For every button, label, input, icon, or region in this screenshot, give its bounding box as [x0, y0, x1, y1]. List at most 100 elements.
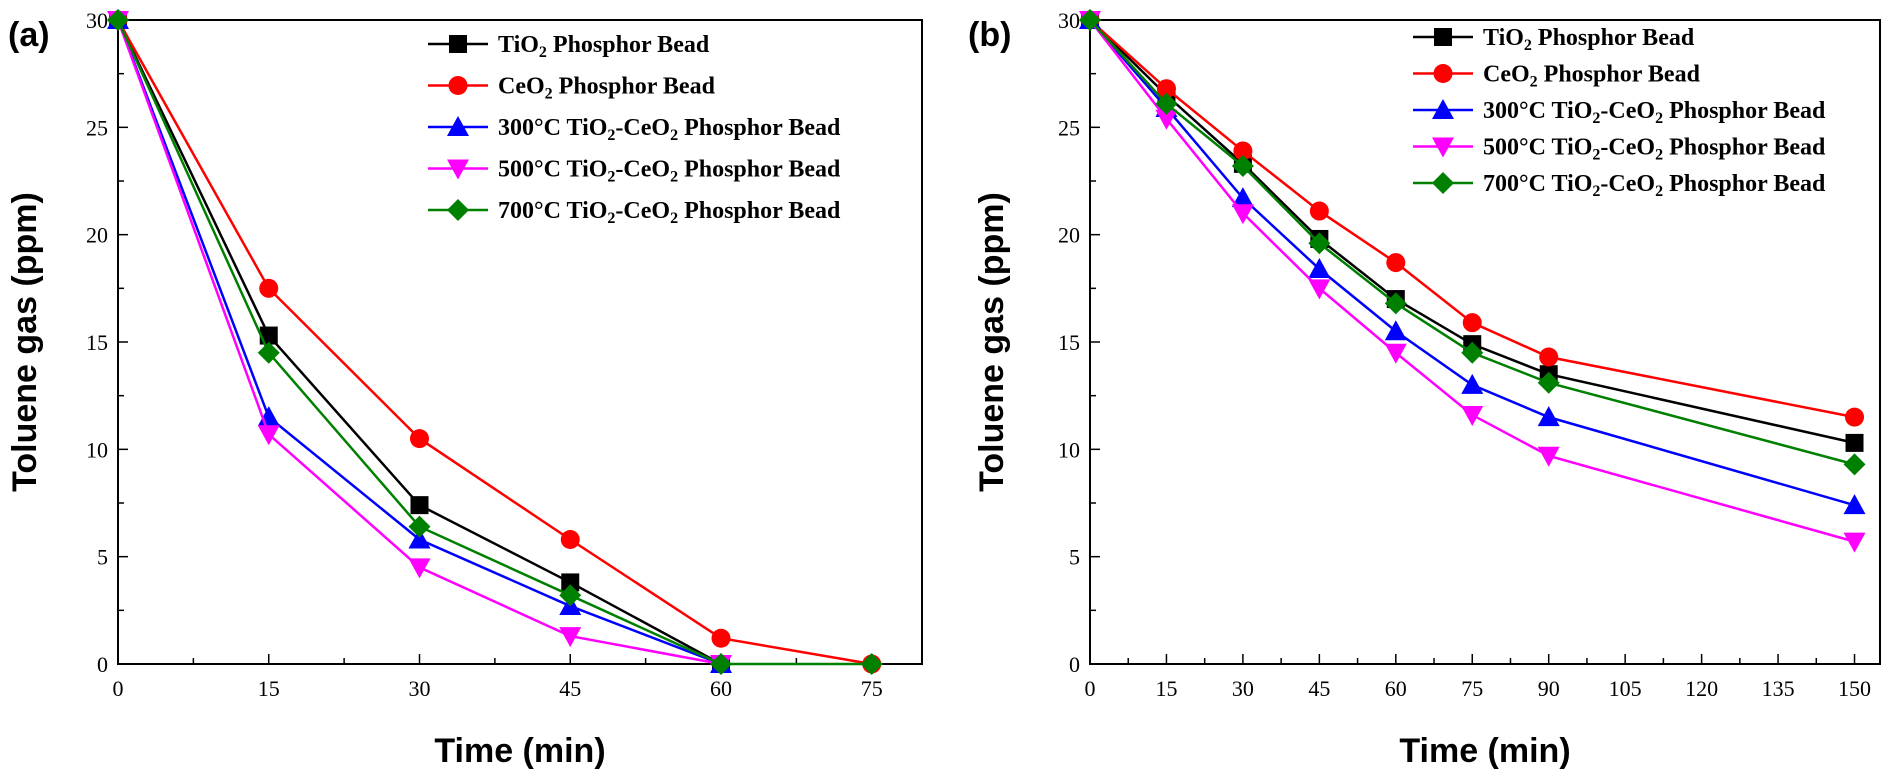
data-point — [559, 584, 582, 607]
data-point — [1537, 406, 1560, 427]
data-point — [410, 429, 429, 449]
legend-label: 700°C TiO2-CeO2 Phosphor Bead — [1483, 171, 1826, 200]
data-point — [1308, 258, 1331, 279]
data-point — [1843, 532, 1866, 553]
data-point — [1462, 313, 1482, 333]
data-point — [1537, 446, 1560, 467]
data-point — [559, 627, 582, 648]
x-axis-title: Time (min) — [1399, 732, 1570, 770]
data-point — [408, 558, 431, 579]
series-700c-tio2-ceo2-phosphor-bead — [107, 9, 883, 675]
series-line — [116, 19, 872, 666]
legend-entry: 300°C TiO2-CeO2 Phosphor Bead — [428, 115, 841, 144]
data-point — [1155, 92, 1178, 115]
legend-marker — [449, 35, 467, 53]
data-point — [1461, 341, 1484, 364]
data-point — [1384, 343, 1407, 364]
y-tick-label: 0 — [97, 652, 108, 677]
data-point — [257, 425, 280, 446]
data-point — [1308, 232, 1331, 255]
data-point — [1386, 253, 1406, 273]
legend-entry: 500°C TiO2-CeO2 Phosphor Bead — [428, 157, 841, 185]
y-tick-label: 15 — [86, 330, 108, 355]
y-tick-label: 5 — [97, 545, 108, 570]
legend-marker — [1432, 172, 1454, 194]
series-500c-tio2-ceo2-phosphor-bead — [1079, 11, 1866, 553]
data-point — [1156, 79, 1176, 99]
data-point — [1845, 433, 1864, 452]
legend-label: 700°C TiO2-CeO2 Phosphor Bead — [498, 198, 841, 227]
legend-label: 300°C TiO2-CeO2 Phosphor Bead — [1483, 98, 1826, 127]
data-point — [1308, 279, 1331, 300]
series-500c-tio2-ceo2-phosphor-bead — [107, 11, 732, 675]
data-point — [1231, 204, 1254, 225]
y-tick-label: 10 — [1058, 437, 1080, 462]
legend-label: TiO2 Phosphor Bead — [1483, 25, 1695, 54]
x-tick-label: 60 — [1385, 676, 1407, 701]
data-point — [560, 529, 580, 549]
y-tick-label: 30 — [1058, 8, 1080, 33]
legend: TiO2 Phosphor Bead CeO2 Phosphor Bead 300°… — [428, 32, 841, 227]
x-tick-label: 90 — [1538, 676, 1560, 701]
data-point — [1843, 494, 1866, 515]
data-point — [410, 496, 429, 515]
data-point — [1843, 453, 1866, 476]
data-point — [259, 278, 279, 298]
series-300c-tio2-ceo2-phosphor-bead — [1079, 9, 1866, 515]
legend-marker — [447, 199, 469, 221]
series-line — [116, 19, 872, 666]
x-tick-label: 15 — [1155, 676, 1177, 701]
x-tick-label: 30 — [1232, 676, 1254, 701]
y-tick-label: 25 — [1058, 115, 1080, 140]
x-tick-label: 120 — [1685, 676, 1718, 701]
legend-marker — [1433, 64, 1453, 83]
legend-entry: CeO2 Phosphor Bead — [428, 74, 716, 102]
legend-label: 300°C TiO2-CeO2 Phosphor Bead — [498, 115, 841, 144]
x-axis-title: Time (min) — [434, 732, 605, 770]
data-point — [1461, 373, 1484, 394]
data-point — [1231, 154, 1254, 177]
y-axis-title: Toluene gas (ppm) — [973, 192, 1011, 492]
series-line — [1089, 19, 1855, 543]
data-point — [1384, 292, 1407, 315]
legend-entry: TiO2 Phosphor Bead — [1413, 25, 1695, 54]
legend: TiO2 Phosphor Bead CeO2 Phosphor Bead 300°… — [1413, 25, 1826, 200]
x-tick-label: 45 — [559, 676, 581, 701]
panel-label: (a) — [8, 16, 50, 54]
x-tick-label: 75 — [1461, 676, 1483, 701]
legend-label: TiO2 Phosphor Bead — [498, 32, 710, 61]
x-tick-label: 30 — [409, 676, 431, 701]
data-point — [1461, 405, 1484, 426]
series-line — [1089, 19, 1855, 419]
y-tick-label: 20 — [1058, 223, 1080, 248]
panel-b-chart: (b) 0 15 30 45 60 75 90 105 120 135 150 0 5 10 15 20 25 30… — [968, 8, 1881, 770]
x-tick-label: 15 — [258, 676, 280, 701]
y-tick-label: 5 — [1069, 545, 1080, 570]
series-line — [1089, 19, 1855, 445]
data-point — [408, 515, 431, 538]
data-point — [561, 573, 580, 592]
data-point — [1233, 141, 1253, 161]
y-tick-label: 15 — [1058, 330, 1080, 355]
data-point — [1079, 9, 1101, 31]
series-700c-tio2-ceo2-phosphor-bead — [1079, 9, 1866, 476]
legend-entry: 700°C TiO2-CeO2 Phosphor Bead — [428, 198, 841, 227]
series-ceo2-phosphor-bead — [1080, 10, 1865, 427]
data-point — [711, 628, 731, 648]
y-tick-label: 10 — [86, 437, 108, 462]
legend-marker — [1432, 99, 1454, 119]
legend-entry: 700°C TiO2-CeO2 Phosphor Bead — [1413, 171, 1826, 200]
x-tick-label: 75 — [861, 676, 883, 701]
data-point — [1231, 187, 1254, 208]
data-point — [257, 341, 280, 364]
legend-marker — [1434, 28, 1452, 46]
legend-marker — [448, 76, 468, 95]
x-tick-label: 0 — [113, 676, 124, 701]
legend-marker — [1432, 137, 1454, 158]
data-point — [1155, 109, 1178, 130]
y-axis-title: Toluene gas (ppm) — [6, 192, 44, 492]
data-point — [1845, 407, 1865, 427]
x-tick-label: 45 — [1308, 676, 1330, 701]
legend-marker — [447, 159, 469, 180]
